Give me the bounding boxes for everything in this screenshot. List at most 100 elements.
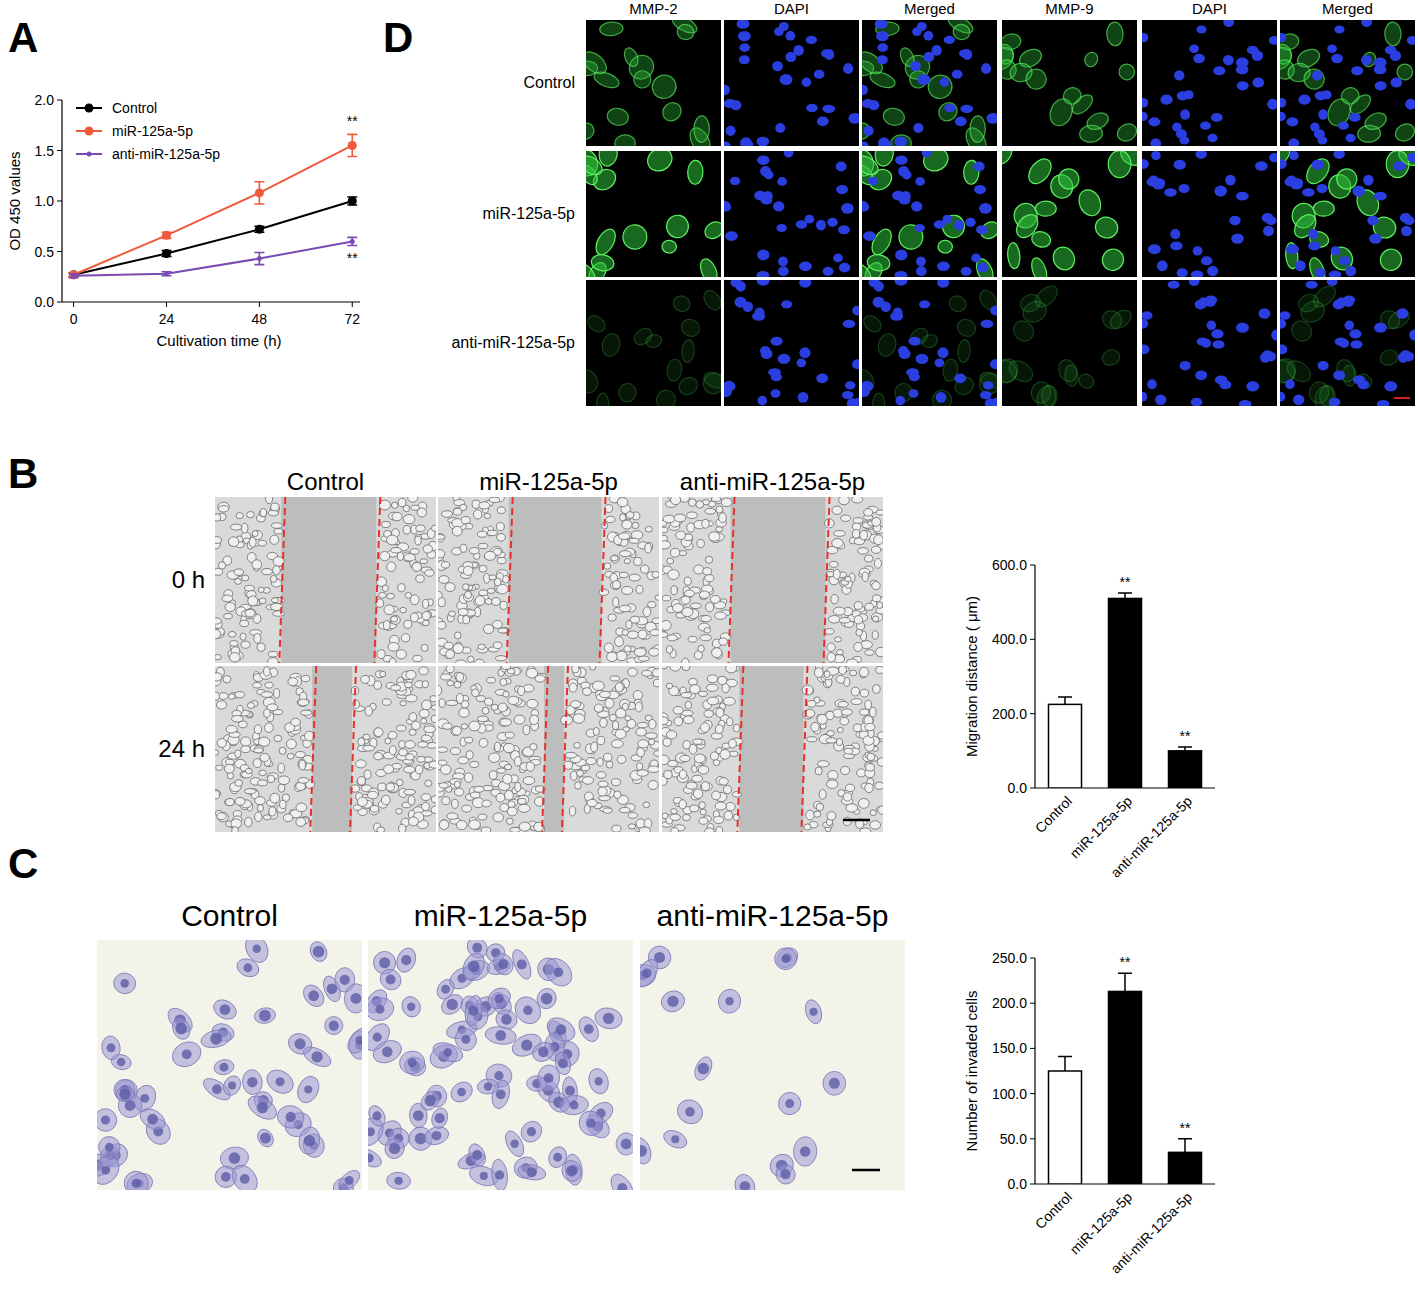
cell — [241, 1069, 263, 1096]
nucleus — [724, 85, 730, 95]
cell — [622, 703, 628, 710]
cell — [215, 791, 220, 799]
nucleus — [105, 1143, 114, 1152]
cell — [257, 643, 265, 651]
cell — [447, 1078, 476, 1106]
nucleus — [472, 1150, 482, 1160]
cell — [469, 721, 480, 731]
cell — [472, 689, 480, 697]
nucleus — [375, 1005, 384, 1014]
cell — [235, 750, 241, 758]
cell — [711, 733, 723, 739]
cell — [416, 575, 424, 582]
cell — [852, 497, 863, 503]
cell — [793, 1136, 817, 1166]
column-title: Control — [181, 899, 278, 932]
nucleus — [228, 1082, 236, 1090]
bar — [1109, 598, 1142, 788]
cell — [702, 519, 710, 528]
y-tick — [57, 302, 62, 303]
cell — [440, 765, 451, 775]
y-tick-label: 1.5 — [35, 143, 55, 159]
cell — [228, 537, 238, 547]
cell — [419, 709, 429, 717]
cell — [819, 789, 826, 799]
cell — [652, 618, 659, 624]
nucleus — [785, 31, 795, 41]
cell — [454, 632, 461, 639]
cell — [729, 739, 737, 748]
cell — [870, 821, 881, 830]
cell — [223, 675, 231, 683]
cell — [662, 541, 671, 549]
cell — [667, 558, 674, 564]
cell — [456, 673, 466, 683]
cell — [599, 796, 611, 801]
cell — [599, 691, 610, 697]
cell — [645, 526, 652, 532]
cell — [865, 603, 874, 610]
cell — [241, 746, 250, 753]
cell — [446, 700, 458, 705]
cell — [274, 735, 282, 741]
cell — [671, 586, 677, 595]
nucleus — [373, 1033, 382, 1042]
cell — [852, 529, 860, 538]
nucleus — [413, 1110, 424, 1121]
cell — [774, 1088, 805, 1119]
category-label: anti-miR-125a-5p — [1107, 793, 1195, 881]
cell — [215, 568, 223, 575]
y-axis-label: OD 450 values — [6, 151, 23, 250]
cell — [377, 827, 385, 832]
wound-edge — [824, 497, 830, 663]
cell — [834, 637, 841, 642]
cell — [622, 630, 628, 636]
wound-edge — [801, 666, 807, 832]
cell — [231, 716, 243, 722]
green-cell — [925, 71, 956, 102]
cell — [273, 611, 285, 616]
cell — [674, 514, 686, 522]
bar-chart: 0.0200.0400.0600.0Migration distance ( μ… — [963, 557, 1215, 881]
cell — [529, 1039, 557, 1065]
cell — [497, 507, 505, 514]
data-point — [350, 239, 355, 244]
plot-area — [1049, 973, 1202, 1184]
cell — [586, 1066, 612, 1096]
wound-image — [215, 666, 436, 832]
cell — [405, 741, 415, 749]
cell — [826, 738, 837, 743]
cell — [691, 1054, 715, 1083]
cell — [492, 598, 501, 606]
cell — [687, 512, 698, 519]
nucleus — [554, 967, 564, 977]
fluorescence-image — [724, 20, 859, 146]
cell — [382, 521, 391, 527]
cell — [470, 792, 480, 798]
cell — [487, 677, 496, 683]
cell — [423, 599, 429, 608]
cell — [438, 760, 446, 765]
cell — [412, 562, 421, 571]
wound-image — [215, 497, 436, 663]
cell — [215, 514, 221, 522]
cell — [679, 800, 687, 809]
cell — [424, 726, 436, 733]
cell — [706, 602, 714, 611]
nucleus — [395, 1177, 403, 1185]
cell — [479, 502, 490, 509]
wound-image — [662, 497, 883, 663]
cell — [422, 620, 429, 626]
nucleus — [229, 1152, 241, 1164]
bar — [1169, 751, 1202, 788]
cell — [699, 691, 708, 696]
cell — [236, 513, 243, 519]
cell — [676, 531, 686, 539]
cell — [298, 699, 309, 706]
error-bar — [69, 274, 79, 278]
error-bar — [1058, 1057, 1072, 1071]
cell — [583, 688, 592, 696]
cell — [299, 981, 328, 1011]
cell — [278, 776, 289, 785]
column-title: miR-125a-5p — [414, 899, 587, 932]
